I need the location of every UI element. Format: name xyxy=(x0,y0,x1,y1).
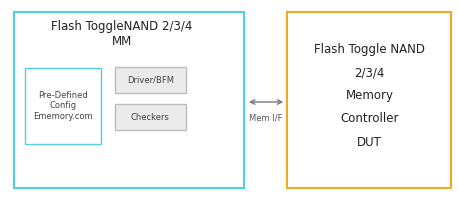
Bar xyxy=(14,12,243,188)
Bar xyxy=(115,104,186,130)
Text: Checkers: Checkers xyxy=(131,112,169,121)
Text: Mem I/F: Mem I/F xyxy=(249,114,282,122)
Text: Pre-Defined
Config
Ememory.com: Pre-Defined Config Ememory.com xyxy=(33,91,93,121)
Text: DUT: DUT xyxy=(356,136,381,148)
Text: Memory: Memory xyxy=(345,90,392,102)
Bar xyxy=(25,68,101,144)
Text: Flash Toggle NAND: Flash Toggle NAND xyxy=(313,44,424,56)
Text: 2/3/4: 2/3/4 xyxy=(353,66,384,79)
Text: Flash ToggleNAND 2/3/4
MM: Flash ToggleNAND 2/3/4 MM xyxy=(51,20,192,48)
Text: Controller: Controller xyxy=(339,112,398,126)
Text: Driver/BFM: Driver/BFM xyxy=(127,75,174,84)
Bar xyxy=(287,12,450,188)
Bar xyxy=(115,67,186,93)
